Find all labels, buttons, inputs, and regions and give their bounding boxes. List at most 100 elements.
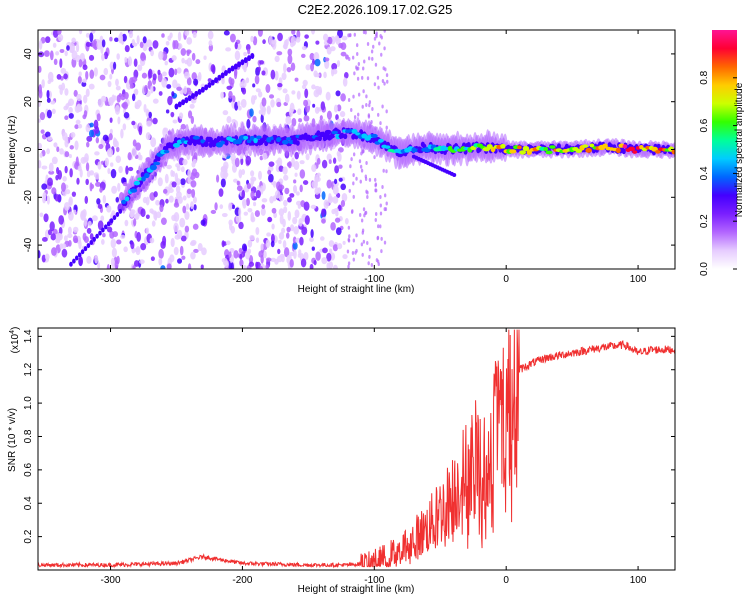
spectrogram-noise-blob <box>175 163 181 168</box>
spectrogram-noise-blob <box>191 52 196 61</box>
spectrogram-noise-blob <box>40 129 45 134</box>
spectrogram-noise-blob <box>234 41 238 50</box>
snr-y-tick-label: 0.4 <box>23 496 34 510</box>
spectrogram-noise-blob <box>101 53 105 61</box>
spectrogram-secondary-point <box>214 77 219 84</box>
spectrogram-noise-blob <box>332 157 337 164</box>
spectrogram-noise-blob <box>158 258 163 266</box>
spectrogram-noise-blob <box>366 42 370 47</box>
spectrogram-secondary-point <box>74 255 79 261</box>
spectrogram-secondary-point <box>115 212 120 218</box>
spectrogram-noise-blob <box>270 69 276 80</box>
spectrogram-noise-blob <box>276 51 283 56</box>
spectrogram-noise-blob <box>106 264 110 269</box>
spectrogram-noise-blob <box>236 180 240 186</box>
spectrogram-noise-blob <box>228 76 233 85</box>
spectrogram-noise-blob <box>161 33 165 38</box>
spectrogram-noise-blob <box>374 183 377 188</box>
spectrogram-noise-blob <box>55 238 61 244</box>
spectrogram-noise-blob <box>68 106 73 114</box>
colorbar: 0.0 0.2 0.4 0.6 0.8 Normalized spectral ampl… <box>699 30 745 276</box>
snr-marks <box>38 329 675 569</box>
spectrogram-noise-blob <box>152 117 158 125</box>
spectrogram-noise-blob <box>337 147 344 153</box>
spectrogram-noise-blob <box>158 91 163 96</box>
spectrogram-noise-blob <box>287 48 293 56</box>
spectrogram-noise-blob <box>66 45 70 51</box>
spectrogram-noise-blob <box>272 180 277 188</box>
snr-axes: -300 -200 -100 0 100 0.2 0.4 0.6 0.8 1.0 1.2 1.4 <box>23 328 675 586</box>
spectrogram-noise-blob <box>101 95 107 102</box>
spectrogram-noise-blob <box>311 30 316 35</box>
spectrogram-ridge-point <box>370 133 378 138</box>
spectrogram-ridge-point <box>384 145 391 149</box>
spectrogram-noise-blob <box>46 195 50 205</box>
spectrogram-noise-blob <box>177 196 183 204</box>
spectrogram-noise-blob <box>72 226 79 233</box>
spectrogram-noise-blob <box>247 207 253 213</box>
spectrogram-noise-blob <box>289 193 295 198</box>
spectrogram-noise-blob <box>238 105 242 111</box>
spectrogram-noise-blob <box>91 30 96 34</box>
spectrogram-noise-blob <box>283 63 287 74</box>
spectrogram-ridge-point <box>163 149 170 154</box>
spectrogram-noise-blob <box>360 218 364 223</box>
spectrogram-noise-blob <box>355 248 358 253</box>
spectrogram-noise-blob <box>265 239 271 249</box>
spectrogram-noise-blob <box>303 99 309 107</box>
spectrogram-noise-blob <box>221 212 228 218</box>
spectrogram-noise-blob <box>109 128 113 135</box>
spectrogram-noise-blob <box>106 205 112 213</box>
spectrogram-noise-blob <box>191 72 197 81</box>
spectrogram-noise-blob <box>38 250 41 259</box>
spectrogram-secondary-point <box>112 215 117 221</box>
spectrogram-noise-blob <box>367 56 371 61</box>
spectrogram-noise-blob <box>118 165 123 174</box>
spectrogram-ridge-point <box>153 161 161 166</box>
spectrogram-noise-blob <box>64 50 68 57</box>
spectrogram-noise-blob <box>152 73 157 81</box>
spectrogram-secondary-point <box>69 261 73 267</box>
spectrogram-noise-blob <box>347 225 351 230</box>
spectrogram-noise-blob <box>321 257 328 265</box>
spectrogram-noise-blob <box>210 209 217 215</box>
spectrogram-noise-blob <box>374 177 377 182</box>
spectrogram-noise-blob <box>254 74 260 85</box>
spectrogram-noise-blob <box>165 40 170 46</box>
spectrogram-noise-blob <box>348 234 351 239</box>
spectrogram-noise-blob <box>276 181 281 191</box>
spectrogram-noise-blob <box>121 102 127 109</box>
spectrogram-noise-blob <box>106 226 113 233</box>
spectrogram-noise-blob <box>146 39 153 48</box>
spectrogram-noise-blob <box>186 57 193 67</box>
spectrogram-noise-blob <box>238 169 243 179</box>
spectrogram-noise-blob <box>377 85 380 90</box>
spectrogram-noise-blob <box>64 151 70 158</box>
spectrogram-noise-blob <box>44 253 50 261</box>
spectrogram-noise-blob <box>351 250 355 255</box>
spectrogram-noise-blob <box>245 77 250 84</box>
spectrogram-noise-blob <box>262 39 266 45</box>
spectrogram-noise-blob <box>186 188 192 195</box>
spectrogram-noise-blob <box>177 31 182 42</box>
spectrogram-secondary-point <box>101 227 105 233</box>
spectrogram-noise-blob <box>340 183 347 191</box>
spectrogram-noise-blob <box>283 247 290 258</box>
snr-y-tick-label: 1.0 <box>23 396 34 410</box>
spectrogram-noise-blob <box>41 79 45 89</box>
spectrogram-ridge-body <box>216 135 221 142</box>
colorbar-tick-label: 0.8 <box>699 70 710 84</box>
spectrogram-noise-blob <box>258 170 262 180</box>
spectrogram-ridge-point <box>314 136 322 141</box>
spectrogram-noise-blob <box>379 211 383 216</box>
spectrogram-noise-blob <box>165 109 170 114</box>
spectrogram-noise-blob <box>337 204 342 211</box>
spectrogram-ridge-point <box>522 145 530 152</box>
spectrogram-noise-blob <box>139 154 143 161</box>
spectrogram-noise-blob <box>368 254 371 259</box>
spectrogram-noise-blob <box>200 219 206 226</box>
spectrogram-noise-blob <box>201 247 207 256</box>
spectrogram-noise-blob <box>38 89 43 99</box>
spectrogram-noise-blob <box>337 243 343 250</box>
spectrogram-secondary-point <box>86 243 91 249</box>
